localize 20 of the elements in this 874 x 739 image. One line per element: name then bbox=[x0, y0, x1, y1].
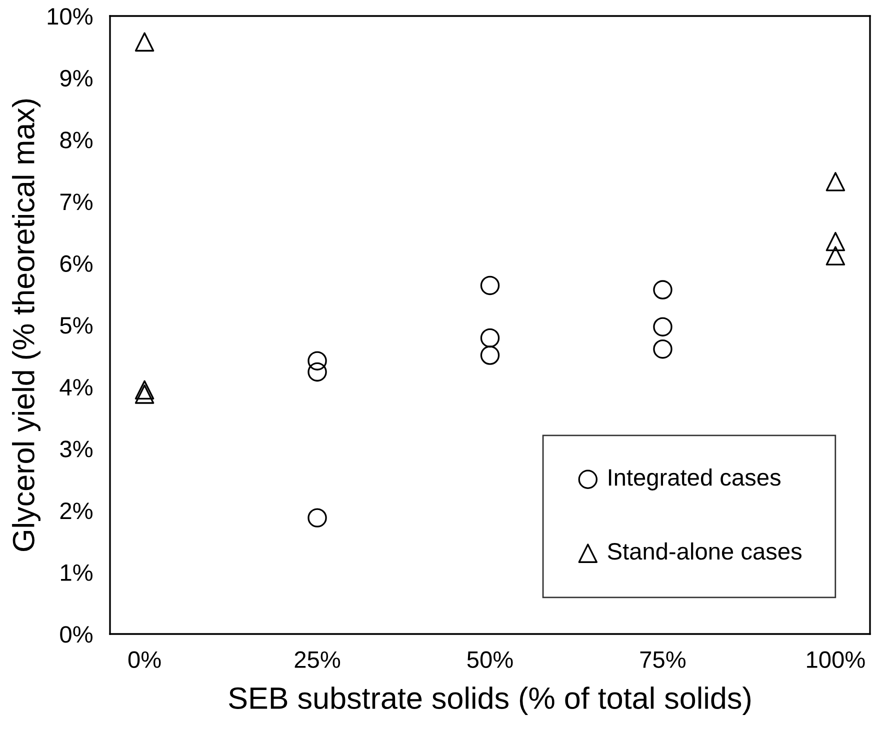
x-tick-label: 50% bbox=[467, 651, 513, 668]
x-tick-label: 75% bbox=[640, 651, 686, 668]
y-tick-label: 1% bbox=[61, 564, 92, 581]
y-tick-label: 5% bbox=[60, 317, 92, 334]
y-axis-title: Glycerol yield (% theoretical max) bbox=[12, 99, 41, 551]
x-tick-label: 25% bbox=[294, 651, 340, 668]
y-tick-label: 2% bbox=[60, 502, 92, 520]
y-tick-label: 10% bbox=[48, 8, 92, 25]
x-tick-label: 100% bbox=[807, 651, 865, 668]
y-tick-label: 3% bbox=[60, 440, 92, 458]
x-tick-label: 0% bbox=[128, 651, 161, 668]
y-tick-label: 7% bbox=[60, 194, 92, 210]
x-axis-title: SEB substrate solids (% of total solids) bbox=[229, 686, 750, 716]
legend-label: Integrated cases bbox=[608, 468, 780, 490]
y-tick-label: 9% bbox=[60, 70, 92, 87]
y-tick-label: 8% bbox=[60, 132, 92, 148]
y-tick-label: 4% bbox=[60, 378, 92, 396]
y-tick-label: 0% bbox=[60, 626, 92, 643]
legend-label: Stand-alone cases bbox=[608, 542, 802, 560]
y-tick-label: 6% bbox=[60, 255, 92, 272]
